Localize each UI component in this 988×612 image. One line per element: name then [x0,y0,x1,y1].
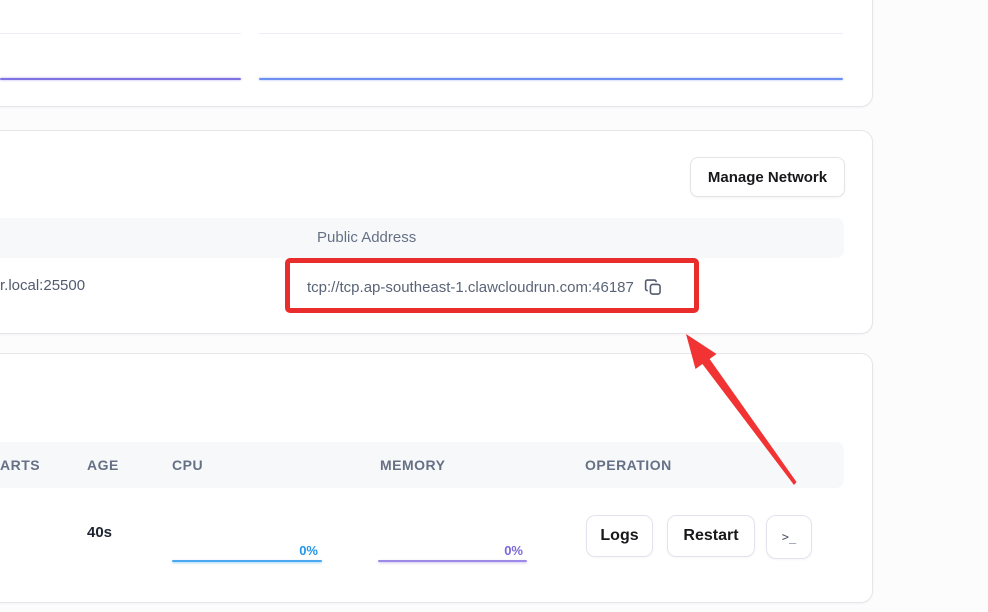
chart-gridline-right [259,33,843,34]
metrics-charts-card [0,0,873,107]
terminal-button[interactable]: >_ [766,515,812,559]
column-header-age: AGE [87,457,119,473]
column-header-cpu: CPU [172,457,204,473]
pods-table-header: ARTS AGE CPU MEMORY OPERATION [0,442,844,488]
logs-button[interactable]: Logs [586,515,653,557]
column-header-restarts: ARTS [0,457,41,473]
network-table-header: Public Address [0,218,844,258]
column-header-operation: OPERATION [585,457,672,473]
pod-age-value: 40s [87,524,113,541]
copy-icon[interactable] [643,277,664,298]
public-address-cell: tcp://tcp.ap-southeast-1.clawcloudrun.co… [307,277,664,298]
chart-line-purple [0,78,241,80]
cpu-usage-percent: 0% [299,543,318,558]
memory-usage-sparkline [378,560,527,562]
restart-button[interactable]: Restart [667,515,755,557]
column-header-memory: MEMORY [380,457,446,473]
public-address-column-header: Public Address [317,229,417,246]
chart-gridline-left [0,33,241,34]
cpu-usage-sparkline [172,560,322,562]
private-address-value: r.local:25500 [0,277,86,294]
memory-usage-percent: 0% [504,543,523,558]
public-address-value: tcp://tcp.ap-southeast-1.clawcloudrun.co… [307,279,634,296]
manage-network-button[interactable]: Manage Network [690,157,845,197]
chart-line-blue [259,78,843,80]
